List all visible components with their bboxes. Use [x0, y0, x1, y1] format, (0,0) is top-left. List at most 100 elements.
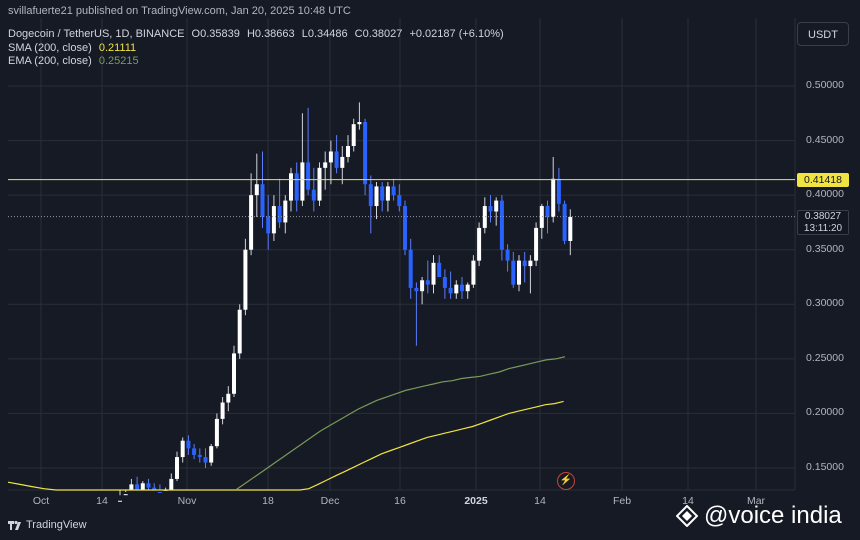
candle-body [431, 262, 436, 285]
last-price-value: 0.38027 [804, 211, 842, 222]
candle-body [346, 146, 350, 157]
candle-body [414, 287, 419, 292]
candle-body [214, 418, 219, 447]
candle-body [157, 492, 162, 494]
y-tick-label: 0.25000 [806, 351, 844, 364]
low-value: 0.34486 [307, 28, 348, 40]
candle-body [534, 227, 539, 261]
candle-body [545, 206, 550, 217]
x-tick-label: Feb [612, 495, 632, 507]
candle-body [363, 122, 368, 185]
candle-body [271, 206, 276, 234]
candle-body [226, 393, 231, 403]
x-tick-label: 18 [262, 495, 274, 507]
candle-body [328, 151, 333, 163]
candle-body [118, 500, 122, 502]
candle-body [243, 249, 248, 310]
candle-body [482, 206, 487, 228]
candle-body [203, 457, 208, 463]
candle-body [442, 277, 447, 288]
candle-body [197, 454, 202, 458]
candle-body [294, 173, 299, 201]
candle-body [300, 162, 305, 201]
x-tick-label: Nov [177, 495, 197, 507]
y-tick-label: 0.15000 [806, 461, 844, 473]
high-value: 0.38663 [254, 28, 295, 40]
candle-body [334, 151, 339, 168]
candle-body [408, 249, 413, 288]
candle-body [551, 178, 556, 217]
close-value: 0.38027 [362, 28, 403, 40]
candle-body [385, 186, 390, 201]
publisher-line: svillafuerte21 published on TradingView.… [8, 5, 351, 17]
tradingview-logo[interactable]: TradingView [8, 519, 87, 531]
candle-body [232, 353, 236, 394]
candle-body [260, 184, 265, 217]
y-tick-label: 0.50000 [806, 79, 844, 91]
ema-line [235, 356, 566, 491]
candle-body [528, 260, 533, 267]
x-tick-label: Mar [746, 495, 766, 507]
x-tick-label: 2025 [464, 495, 488, 507]
candle-body [437, 262, 442, 277]
candle-body [562, 203, 567, 241]
x-tick-label: 16 [394, 495, 406, 507]
candle-body [505, 249, 510, 261]
candle-body [556, 178, 561, 204]
candle-body [420, 280, 425, 292]
change-value: +0.02187 (+6.10%) [409, 28, 504, 40]
ohlc-row: Dogecoin / TetherUS, 1D, BINANCE O0.3583… [8, 28, 504, 40]
x-tick-label: 14 [682, 495, 694, 507]
y-tick-label: 0.40000 [806, 188, 844, 201]
bar-countdown: 13:11:20 [803, 223, 843, 234]
x-tick-label: Oct [32, 495, 50, 507]
candle-body [425, 280, 430, 285]
candle-body [465, 284, 470, 292]
candle-body [517, 260, 521, 285]
diamond-logo-icon [676, 505, 698, 527]
candle-body [152, 487, 157, 490]
candle-body [317, 167, 322, 201]
open-value: 0.35839 [200, 28, 240, 40]
candle-body [460, 284, 464, 292]
candle-body [522, 260, 527, 267]
low-label: L [301, 28, 308, 40]
ema-legend[interactable]: EMA (200, close) 0.25215 [8, 55, 139, 67]
candle-body [311, 189, 316, 201]
candle-body [454, 284, 459, 294]
candle-body [186, 440, 191, 449]
y-tick-label: 0.20000 [806, 406, 844, 419]
candle-body [254, 184, 259, 196]
candle-body [169, 478, 174, 490]
x-tick-label: 14 [96, 495, 108, 507]
x-tick-label: 14 [534, 495, 546, 507]
currency-button[interactable]: USDT [797, 22, 849, 46]
y-tick-label: 0.35000 [806, 242, 844, 255]
watermark-text: @voice india [704, 502, 842, 529]
candle-body [266, 216, 271, 234]
candle-body [209, 446, 214, 463]
flash-icon[interactable]: ⚡ [557, 472, 575, 490]
sma-value: 0.21111 [98, 42, 137, 54]
candle-body [277, 206, 282, 223]
close-label: C [354, 28, 363, 40]
candle-body [140, 483, 145, 490]
candle-body [249, 195, 254, 250]
candle-body [192, 448, 197, 455]
candle-body [403, 206, 407, 250]
candle-body [391, 186, 396, 196]
candle-body [471, 260, 476, 285]
symbol-label: Dogecoin / TetherUS, 1D, BINANCE [8, 28, 185, 40]
candle-body [340, 156, 345, 168]
candle-body [397, 195, 402, 207]
candle-body [357, 122, 362, 125]
last-price-tag: 0.38027 13:11:20 [797, 210, 849, 235]
high-label: H [246, 28, 255, 40]
candle-body [499, 200, 504, 250]
sma-legend[interactable]: SMA (200, close) 0.21111 [8, 42, 136, 54]
candle-body [323, 162, 328, 168]
candle-body [494, 200, 499, 212]
y-tick-label: 0.45000 [806, 133, 844, 146]
candle-body [306, 162, 311, 190]
